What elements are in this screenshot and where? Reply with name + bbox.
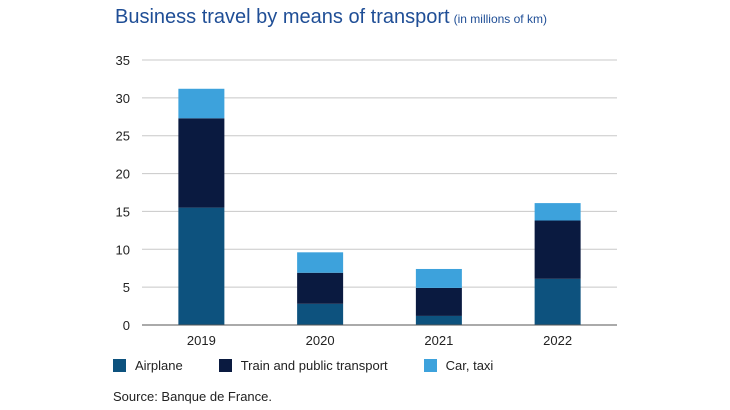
x-tick-label: 2021	[424, 333, 453, 348]
legend-swatch	[113, 359, 126, 372]
legend-item: Airplane	[113, 358, 183, 373]
chart-legend: Airplane Train and public transport Car, t…	[113, 358, 529, 373]
y-tick-label: 30	[116, 91, 130, 106]
source-note: Source: Banque de France.	[113, 389, 272, 404]
y-tick-label: 20	[116, 167, 130, 182]
legend-item: Car, taxi	[423, 358, 494, 373]
x-tick-label: 2019	[187, 333, 216, 348]
y-tick-label: 15	[116, 204, 130, 219]
bar-2020-car-taxi	[297, 252, 344, 273]
bar-2020-airplane	[297, 303, 344, 325]
bar-2022-train-and-public-transport	[534, 220, 581, 279]
y-tick-label: 25	[116, 129, 130, 144]
legend-swatch	[423, 359, 437, 372]
chart-title-text: Business travel by means of transport	[115, 6, 450, 28]
legend-swatch	[218, 359, 232, 372]
bar-2021-train-and-public-transport	[415, 287, 462, 316]
bar-2020-train-and-public-transport	[297, 272, 344, 304]
bar-2019-airplane	[178, 207, 225, 325]
bar-2021-car-taxi	[415, 268, 462, 288]
legend-item: Train and public transport	[218, 358, 388, 373]
chart-subtitle: (in millions of km)	[453, 12, 547, 26]
legend-label: Train and public transport	[240, 358, 388, 373]
bar-2019-car-taxi	[178, 88, 225, 119]
bar-2021-airplane	[415, 315, 462, 325]
x-tick-label: 2022	[543, 333, 572, 348]
y-tick-label: 35	[116, 53, 130, 68]
y-tick-label: 10	[116, 242, 130, 257]
y-tick-label: 5	[123, 280, 130, 295]
chart-title: Business travel by means of transport (in…	[115, 6, 547, 29]
legend-label: Car, taxi	[445, 358, 494, 373]
y-tick-label: 0	[123, 318, 130, 333]
bar-2022-airplane	[534, 278, 581, 325]
bar-2022-car-taxi	[534, 203, 581, 221]
x-tick-label: 2020	[306, 333, 335, 348]
legend-label: Airplane	[135, 358, 183, 373]
bar-2019-train-and-public-transport	[178, 118, 225, 208]
